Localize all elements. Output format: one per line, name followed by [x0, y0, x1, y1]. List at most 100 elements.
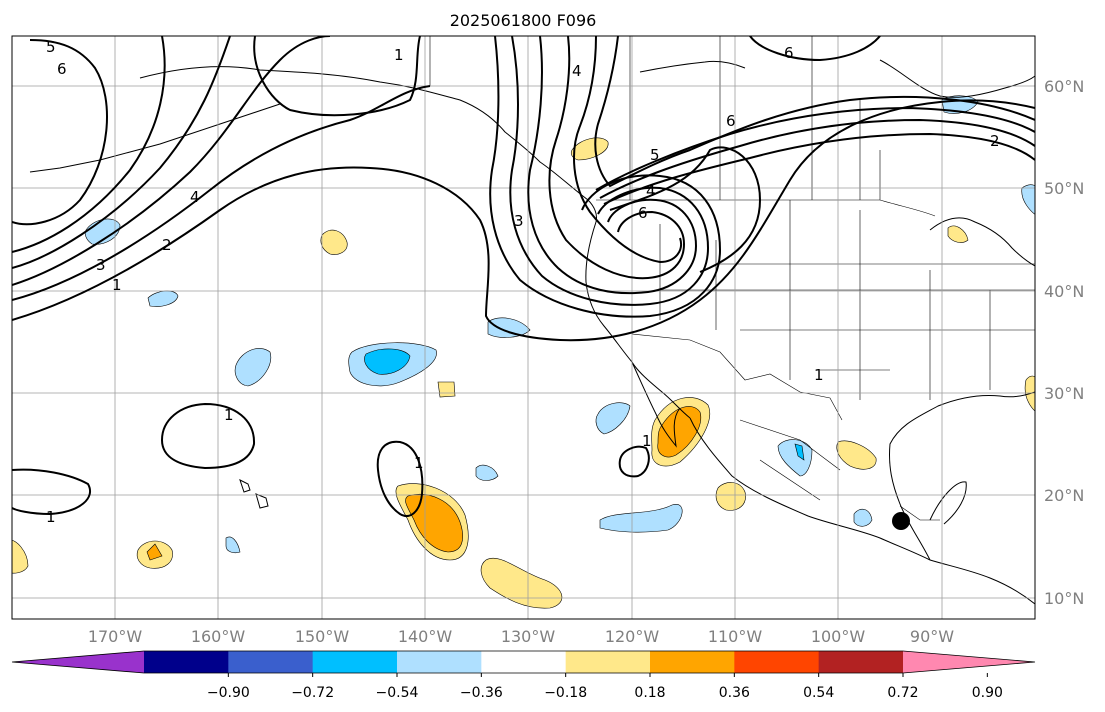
map-frame	[11, 35, 1036, 620]
contour-line	[12, 36, 331, 286]
longitude-label: 100°W	[811, 627, 866, 646]
contour-label: 1	[46, 508, 56, 526]
shaded-anomalies	[12, 95, 1035, 609]
positive-anomaly-area	[480, 558, 563, 609]
contour-label: 5	[650, 146, 660, 164]
colorbar-tick-label: 0.54	[803, 685, 834, 701]
colorbar-tick-label: −0.18	[544, 685, 587, 701]
longitude-label: 130°W	[501, 627, 556, 646]
negative-anomaly-area	[599, 504, 683, 533]
hudson-bay	[879, 59, 1035, 98]
contour-line	[160, 402, 256, 470]
graticule	[12, 36, 1035, 619]
baja-peninsula	[631, 361, 681, 448]
figure-title: 2025061800 F096	[450, 11, 597, 30]
contour-label: 3	[514, 212, 524, 230]
contour-line	[595, 106, 1035, 191]
alaska-coast	[139, 66, 597, 223]
positive-anomaly-area	[947, 225, 969, 243]
positive-anomaly-area	[12, 539, 29, 574]
positive-anomaly-area	[570, 137, 609, 161]
contour-line	[12, 85, 431, 301]
contour-line	[12, 36, 231, 269]
contour-label: 2	[162, 236, 172, 254]
mexico-states	[739, 419, 940, 521]
contour-label: 6	[726, 112, 736, 130]
arctic-coast	[639, 61, 746, 73]
aleutian-chain	[29, 103, 281, 173]
contour-label: 6	[784, 44, 794, 62]
contour-line	[603, 132, 1035, 205]
negative-anomaly-area	[147, 290, 179, 307]
negative-anomaly-area	[487, 317, 531, 338]
latitude-label: 10°N	[1044, 589, 1084, 608]
colorbar-tick-label: −0.54	[376, 685, 419, 701]
great-lakes	[929, 217, 1035, 267]
longitude-label: 110°W	[708, 627, 763, 646]
latitude-label: 40°N	[1044, 282, 1084, 301]
colorbar-extend-max	[903, 651, 1035, 673]
longitude-label: 120°W	[605, 627, 660, 646]
contour-line	[12, 39, 108, 226]
contour-line	[573, 36, 682, 264]
colorbar-bin	[312, 651, 398, 673]
colorbar-tick-label: −0.72	[291, 685, 334, 701]
contour-line	[594, 36, 1035, 188]
contour-label: 4	[190, 188, 200, 206]
contour-line	[489, 36, 722, 318]
contour-line	[12, 99, 1035, 342]
contour-label: 1	[414, 454, 424, 472]
colorbar-tick-label: −0.90	[207, 685, 250, 701]
contour-line	[609, 146, 762, 273]
colorbar-tick-label: 0.90	[972, 685, 1003, 701]
latitude-label: 60°N	[1044, 77, 1084, 96]
contour-label: 6	[57, 60, 67, 78]
positive-anomaly-core	[405, 494, 463, 553]
canada-provinces	[629, 36, 861, 200]
contour-line	[599, 118, 1035, 199]
contour-label: 5	[46, 38, 56, 56]
negative-anomaly-core	[794, 443, 805, 461]
contour-line	[12, 468, 91, 516]
negative-anomaly-area	[853, 508, 873, 527]
colorbar-tick-label: −0.36	[460, 685, 503, 701]
contour-label: 1	[394, 46, 404, 64]
mexico-pacific-coast	[689, 417, 931, 561]
political-borders	[429, 36, 1035, 521]
longitude-label: 170°W	[88, 627, 143, 646]
colorbar-tick-label: 0.72	[887, 685, 918, 701]
positive-anomaly-area	[715, 482, 746, 511]
hawaii-island	[239, 479, 251, 493]
contour-label: 4	[646, 182, 656, 200]
state-lines	[659, 200, 1035, 400]
positive-anomaly-area	[836, 440, 877, 470]
contour-line	[253, 36, 421, 117]
colorbar-bin	[818, 651, 904, 673]
contour-label: 3	[96, 256, 106, 274]
longitude-label: 160°W	[191, 627, 246, 646]
colorbar-bin	[734, 651, 820, 673]
contour-label: 1	[814, 366, 824, 384]
colorbar-bin	[144, 651, 229, 673]
positive-anomaly-core	[146, 543, 163, 561]
latitude-label: 20°N	[1044, 486, 1084, 505]
central-america	[929, 559, 1035, 605]
longitude-label: 140°W	[398, 627, 453, 646]
hawaii-island	[255, 493, 269, 509]
latitude-label: 30°N	[1044, 384, 1084, 403]
negative-anomaly-core	[364, 348, 411, 375]
negative-anomaly-area	[777, 439, 813, 477]
yucatan	[929, 481, 967, 525]
contour-line	[376, 440, 424, 517]
colorbar-bin	[397, 651, 482, 673]
contour-line	[527, 36, 698, 295]
positive-anomaly-area	[437, 381, 456, 398]
contour-label: 1	[112, 276, 122, 294]
colorbar-ticks: −0.90 −0.72 −0.54 −0.36 −0.18 0.18 0.36 0.54 0.7…	[207, 673, 1003, 701]
colorbar-bin	[228, 651, 314, 673]
negative-anomaly-area	[475, 464, 499, 481]
negative-anomaly-area	[595, 402, 631, 435]
contour-label: 1	[642, 432, 652, 450]
colorbar-bin	[565, 651, 651, 673]
west-coast	[585, 221, 691, 419]
